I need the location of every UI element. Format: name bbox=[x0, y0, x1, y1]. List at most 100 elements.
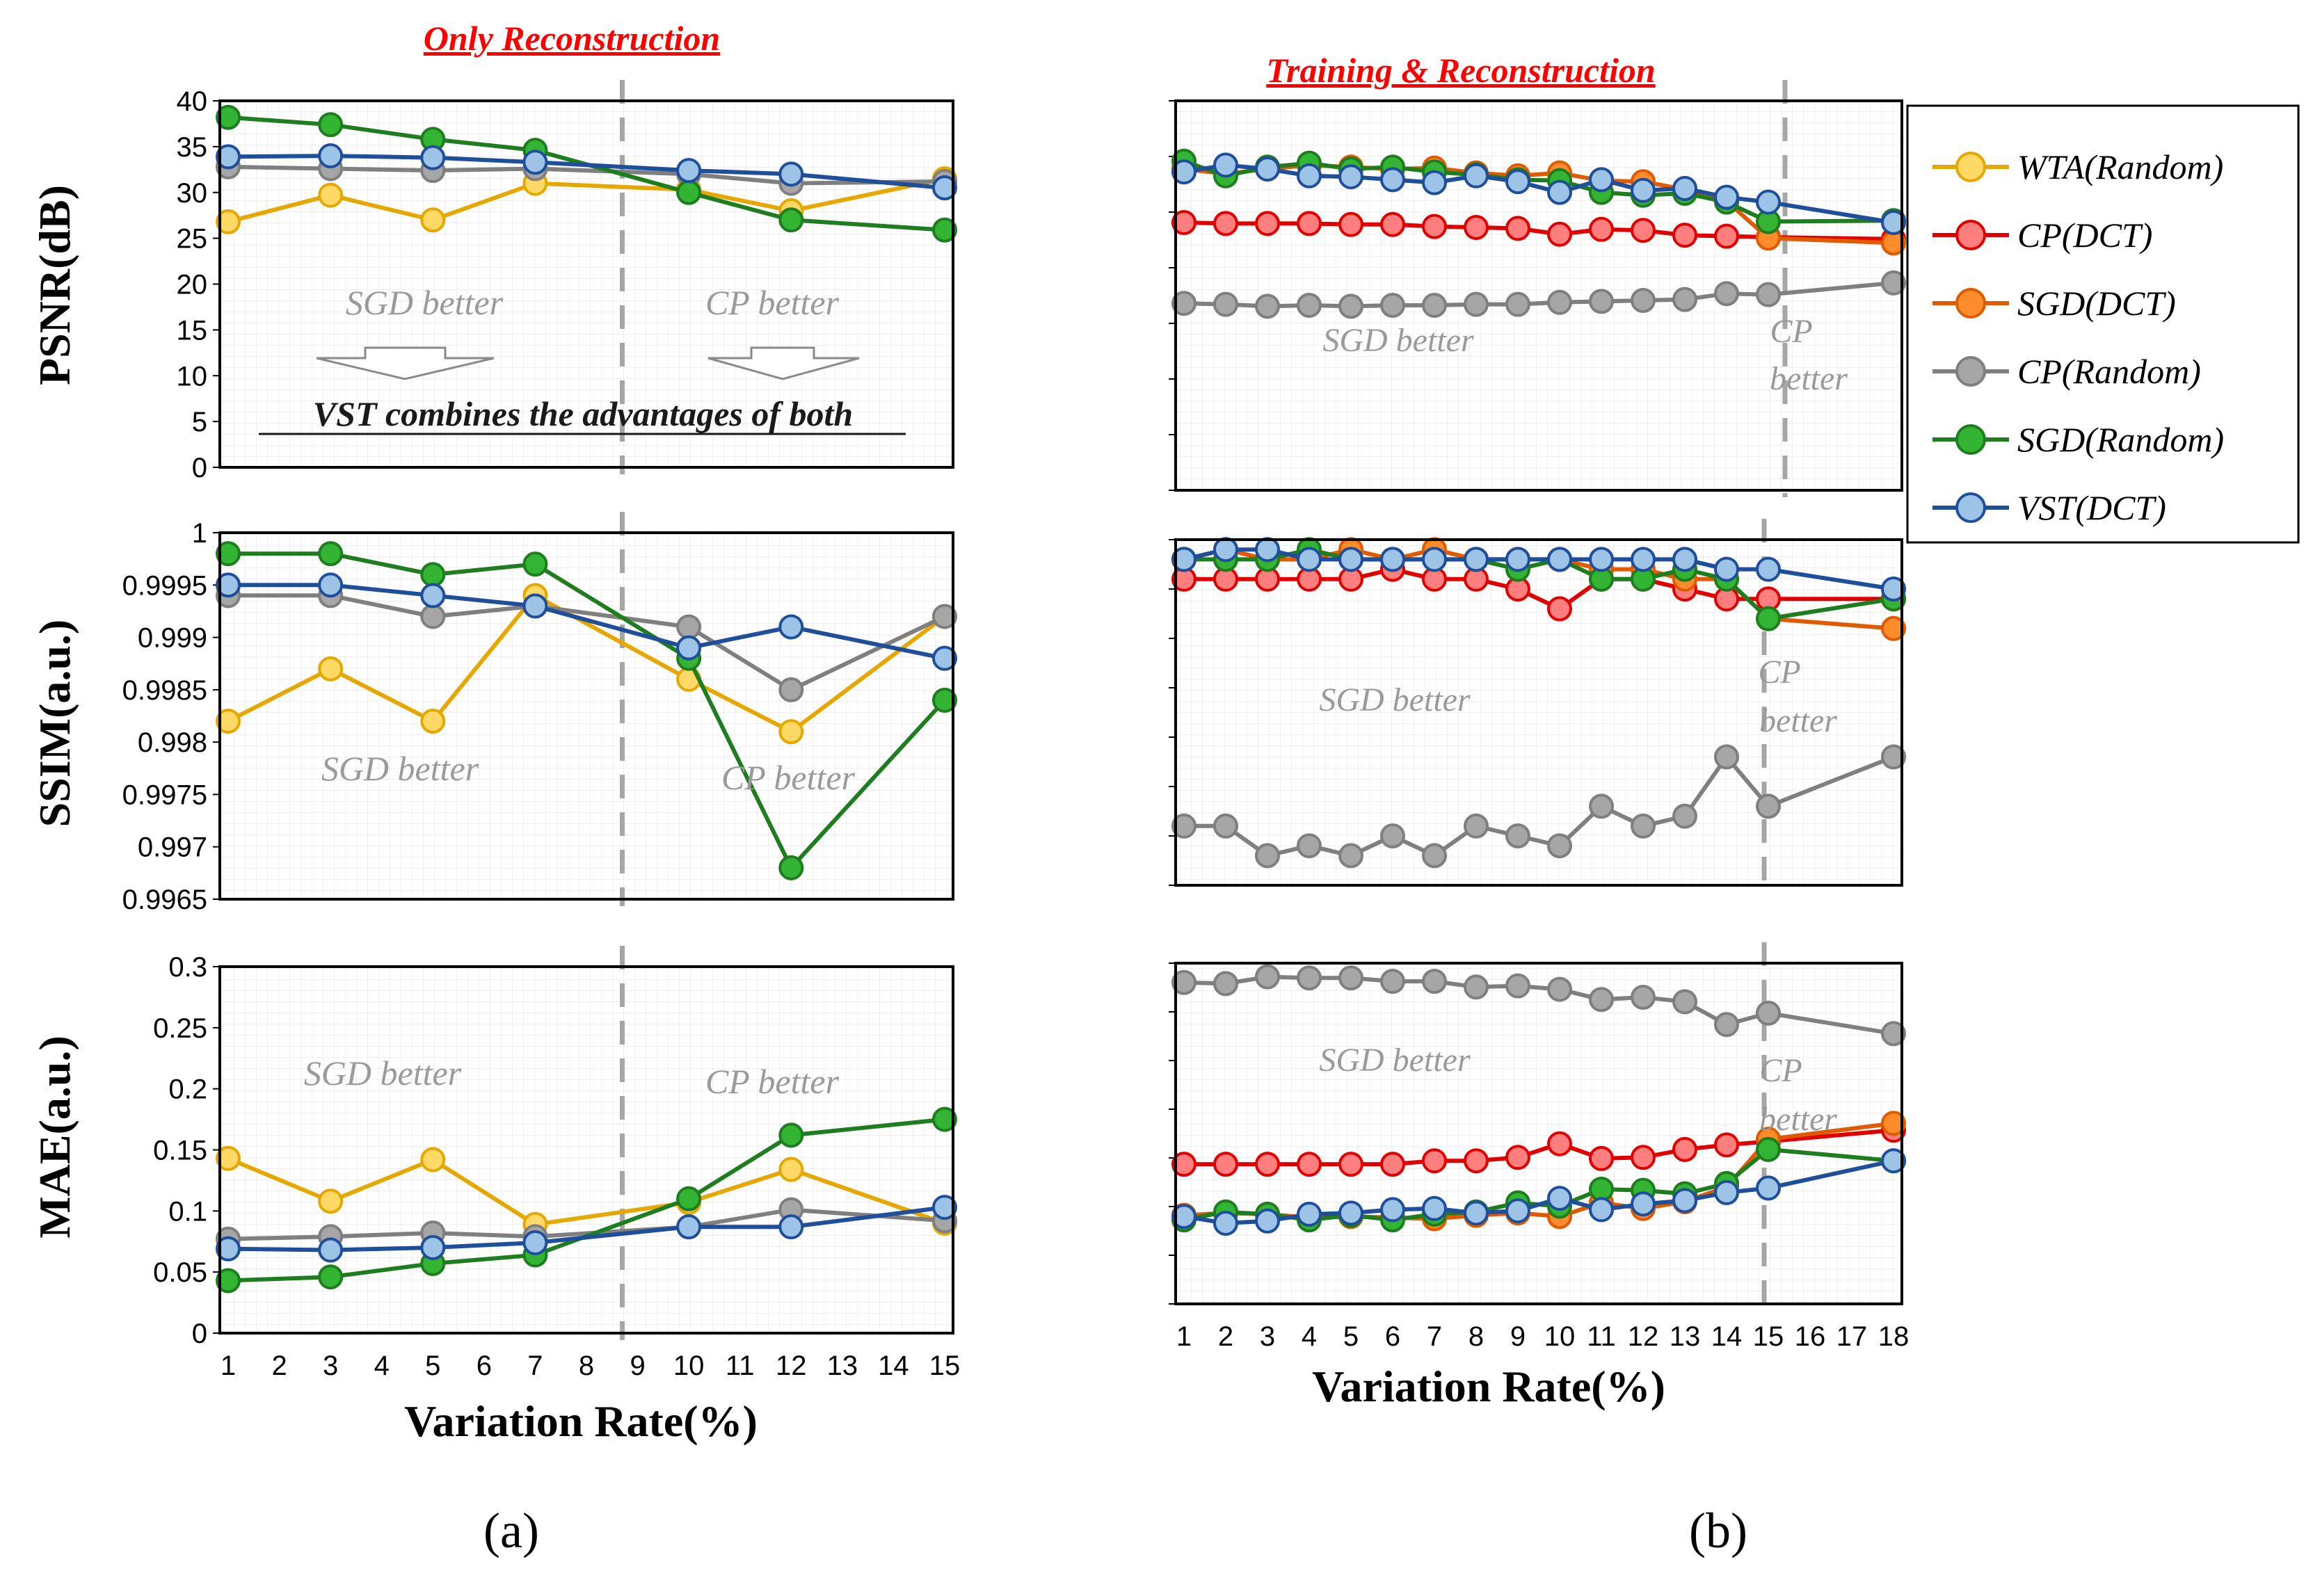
data-point bbox=[1171, 210, 1196, 235]
y-tick-label: 10 bbox=[177, 361, 208, 392]
annotation-vst-combines: VST combines the advantages of both bbox=[313, 394, 853, 433]
data-point bbox=[420, 562, 446, 588]
data-point bbox=[522, 1230, 548, 1256]
x-tick-label: 13 bbox=[1670, 1321, 1701, 1352]
data-point bbox=[932, 687, 957, 713]
data-point bbox=[1714, 184, 1739, 210]
data-point bbox=[932, 604, 957, 629]
plot-area-b-psnr bbox=[1176, 101, 1902, 490]
annotation-cp: CP bbox=[1759, 1052, 1802, 1089]
data-point bbox=[1422, 1195, 1447, 1221]
data-point bbox=[1464, 291, 1489, 317]
data-point bbox=[1756, 282, 1781, 307]
annotation-cp: CP bbox=[1770, 313, 1812, 350]
annotation-cp-better: CP better bbox=[705, 1062, 840, 1101]
data-point bbox=[1589, 1177, 1614, 1202]
x-tick-label: 14 bbox=[1711, 1321, 1743, 1352]
data-point bbox=[1422, 170, 1447, 195]
data-point bbox=[778, 719, 804, 745]
data-point bbox=[1547, 547, 1572, 572]
data-point bbox=[1213, 971, 1238, 997]
series-line-cprandom bbox=[1183, 280, 1894, 309]
y-tick-label: 0.998 bbox=[138, 727, 207, 758]
data-point bbox=[318, 1188, 344, 1214]
annotation-better: better bbox=[1770, 360, 1848, 397]
data-point bbox=[1255, 843, 1280, 869]
data-point bbox=[932, 645, 957, 671]
data-point bbox=[1714, 281, 1739, 307]
y-tick-label: 0.05 bbox=[153, 1257, 207, 1288]
x-tick-label: 14 bbox=[878, 1351, 909, 1381]
data-point bbox=[420, 1235, 446, 1261]
data-point bbox=[932, 175, 957, 201]
data-point bbox=[1547, 179, 1572, 205]
data-point bbox=[1338, 211, 1363, 237]
data-point bbox=[1672, 803, 1697, 829]
data-point bbox=[1589, 289, 1614, 314]
x-tick-label: 13 bbox=[827, 1351, 858, 1381]
data-point bbox=[1338, 293, 1363, 319]
data-point bbox=[1631, 1191, 1656, 1217]
y-tick-label: 0.9975 bbox=[122, 780, 207, 810]
data-point bbox=[1631, 1145, 1656, 1170]
data-point bbox=[1422, 213, 1447, 239]
data-point bbox=[1380, 547, 1405, 572]
legend: WTA(Random) CP(DCT) SGD(DCT) CP(Random) SGD(… bbox=[1906, 104, 2300, 544]
ylabel-psnr: PSNR(dB) bbox=[30, 185, 79, 385]
x-tick-label: 11 bbox=[1587, 1321, 1616, 1352]
x-tick-label: 8 bbox=[1468, 1321, 1484, 1352]
data-point bbox=[522, 593, 548, 619]
data-point bbox=[1881, 1148, 1906, 1174]
x-tick-label: 1 bbox=[1176, 1321, 1192, 1352]
plot-frame bbox=[1174, 538, 1903, 887]
data-point bbox=[522, 150, 548, 175]
data-point bbox=[676, 614, 702, 640]
data-point bbox=[1255, 156, 1280, 182]
data-point bbox=[1464, 215, 1489, 240]
annotation-sgd-better: SGD better bbox=[1319, 1042, 1471, 1079]
data-point bbox=[1714, 744, 1739, 770]
y-tick-label: 20 bbox=[177, 270, 208, 300]
data-point bbox=[1338, 547, 1363, 572]
x-tick-label: 4 bbox=[1302, 1321, 1317, 1352]
data-point bbox=[1547, 289, 1572, 315]
legend-label: WTA(Random) bbox=[2017, 147, 2223, 186]
data-point bbox=[1505, 216, 1530, 241]
y-tick-label: 35 bbox=[177, 132, 208, 163]
plot-frame bbox=[218, 99, 954, 469]
data-point bbox=[1631, 813, 1656, 839]
x-tick-label: 6 bbox=[1385, 1321, 1400, 1352]
data-point bbox=[1547, 596, 1572, 622]
data-point bbox=[1171, 969, 1196, 995]
data-point bbox=[778, 1156, 804, 1182]
data-point bbox=[1589, 1197, 1614, 1223]
series-line-vstdct bbox=[1183, 547, 1894, 591]
plot-frame bbox=[218, 531, 954, 901]
data-point bbox=[1756, 1175, 1781, 1201]
x-tick-label: 15 bbox=[929, 1351, 961, 1381]
chart-a-mae: 00.050.10.150.20.250.31 2 3 4 5 6 7 8 9 10 11 12 13 1… bbox=[153, 946, 960, 1381]
data-point bbox=[318, 572, 344, 598]
data-point bbox=[420, 1147, 446, 1172]
data-point bbox=[1672, 1188, 1697, 1214]
legend-marker bbox=[1955, 424, 1986, 455]
series-line-cprandom bbox=[1183, 974, 1894, 1036]
data-point bbox=[1756, 606, 1781, 631]
y-tick-label: 0.25 bbox=[153, 1013, 207, 1044]
y-tick-label: 0.1 bbox=[168, 1196, 207, 1227]
data-point bbox=[1171, 1204, 1196, 1230]
data-point bbox=[1631, 288, 1656, 313]
plot-area-b-mae bbox=[1176, 963, 1902, 1304]
series-line-cpdct bbox=[1184, 567, 1894, 611]
data-point bbox=[216, 1145, 241, 1171]
data-point bbox=[1255, 1152, 1280, 1177]
data-point bbox=[216, 104, 241, 130]
annotation-sgd-better: SGD better bbox=[304, 1054, 462, 1093]
data-point bbox=[318, 143, 344, 169]
annotation-sgd-better: SGD better bbox=[1319, 682, 1471, 718]
data-point bbox=[318, 656, 344, 682]
data-point bbox=[676, 158, 702, 184]
data-point bbox=[216, 1268, 241, 1293]
data-point bbox=[676, 635, 702, 661]
data-point bbox=[1756, 556, 1781, 582]
